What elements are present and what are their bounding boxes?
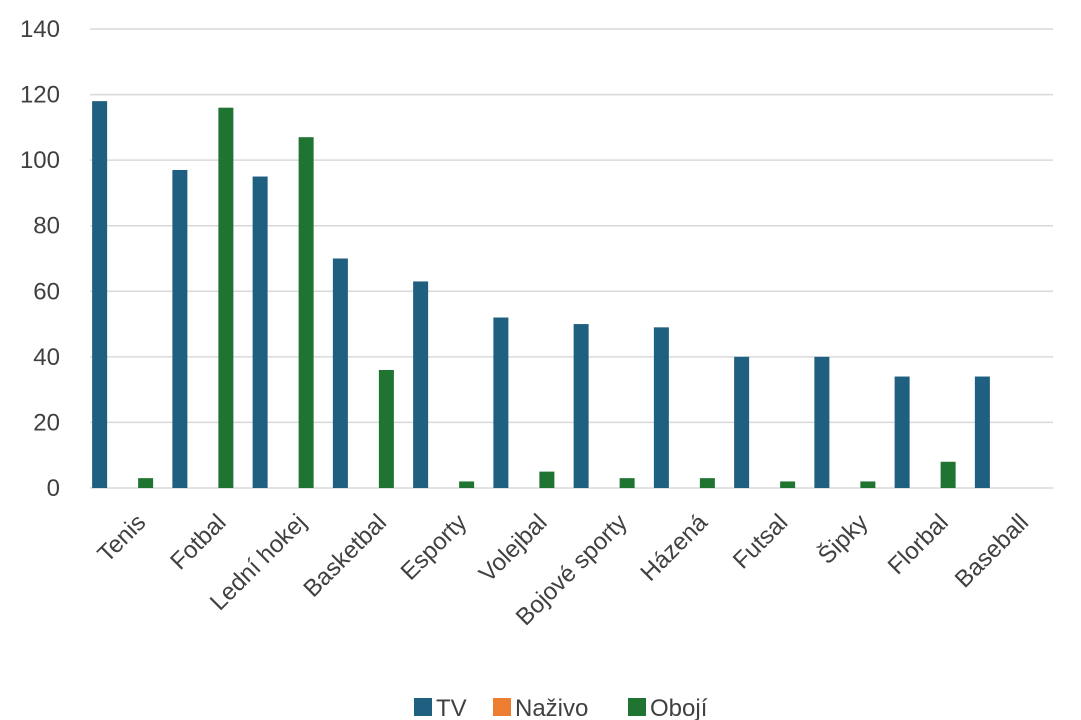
- y-tick-label-100: 100: [20, 147, 60, 174]
- bar-oboji-sipky: [860, 481, 876, 488]
- bar-tv-florbal: [894, 376, 910, 488]
- legend-label-nazivo: Naživo: [515, 695, 588, 720]
- bar-oboji-hazena: [699, 478, 715, 488]
- bar-tv-sipky: [814, 356, 830, 488]
- bar-oboji-fotbal: [218, 107, 234, 488]
- bar-tv-hazena: [653, 327, 669, 488]
- y-tick-label-120: 120: [20, 82, 60, 109]
- y-tick-label-80: 80: [33, 213, 60, 240]
- bar-tv-volejbal: [493, 317, 509, 488]
- category-label-fotbal: Fotbal: [165, 509, 231, 575]
- category-label-florbal: Florbal: [883, 509, 954, 580]
- bar-oboji-volejbal: [539, 471, 555, 488]
- legend-swatch-nazivo: [493, 698, 511, 716]
- category-label-basketbal: Basketbal: [298, 509, 392, 603]
- bar-oboji-futsal: [780, 481, 796, 488]
- y-tick-label-60: 60: [33, 278, 60, 305]
- legend-swatch-tv: [414, 698, 432, 716]
- legend-label-tv: TV: [436, 695, 467, 720]
- bar-oboji-ledni-hokej: [298, 137, 314, 488]
- bar-tv-ledni-hokej: [252, 176, 268, 489]
- bar-oboji-bojove-sporty: [619, 478, 635, 488]
- bar-oboji-esporty: [459, 481, 475, 488]
- category-label-sipky: Šipky: [812, 508, 873, 569]
- legend: TV Naživo Obojí: [414, 695, 708, 720]
- category-label-tenis: Tenis: [93, 509, 152, 568]
- bar-tv-futsal: [734, 356, 750, 488]
- y-tick-label-40: 40: [33, 344, 60, 371]
- bar-oboji-tenis: [138, 478, 154, 488]
- bar-tv-basketbal: [332, 258, 348, 488]
- gridlines: [90, 28, 1053, 489]
- bar-tv-tenis: [92, 101, 108, 488]
- bar-oboji-basketbal: [378, 369, 394, 488]
- category-label-futsal: Futsal: [728, 509, 793, 574]
- legend-label-oboji: Obojí: [650, 695, 708, 720]
- category-label-baseball: Baseball: [950, 509, 1034, 593]
- bar-oboji-florbal: [940, 461, 956, 488]
- legend-swatch-oboji: [628, 698, 646, 716]
- y-axis-tick-labels: 0 20 40 60 80 100 120 140: [20, 16, 60, 502]
- bars: [92, 101, 990, 489]
- y-tick-label-0: 0: [47, 475, 60, 502]
- bar-tv-baseball: [974, 376, 990, 488]
- category-label-esporty: Esporty: [396, 509, 473, 586]
- bar-tv-bojove-sporty: [573, 324, 589, 488]
- bar-tv-esporty: [413, 281, 429, 488]
- y-tick-label-20: 20: [33, 409, 60, 436]
- category-label-volejbal: Volejbal: [474, 509, 553, 588]
- bar-tv-fotbal: [172, 169, 188, 488]
- category-label-hazena: Házená: [635, 509, 713, 587]
- y-tick-label-140: 140: [20, 16, 60, 43]
